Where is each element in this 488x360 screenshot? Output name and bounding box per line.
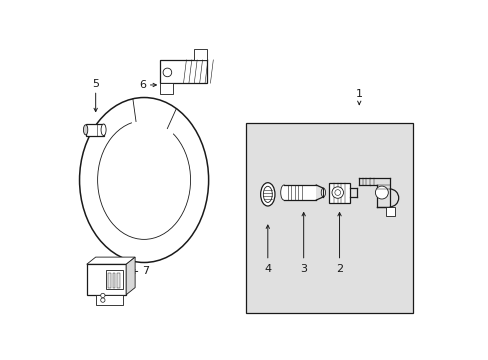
Bar <box>108 273 111 288</box>
Text: 4: 4 <box>264 264 271 274</box>
Bar <box>112 273 115 288</box>
Text: 3: 3 <box>300 264 306 274</box>
Circle shape <box>334 190 340 195</box>
Bar <box>194 49 206 60</box>
Text: 2: 2 <box>335 264 343 274</box>
Ellipse shape <box>321 188 325 197</box>
Text: 7: 7 <box>142 266 149 276</box>
Bar <box>284 185 316 200</box>
Ellipse shape <box>98 121 190 239</box>
Text: 6: 6 <box>139 80 145 90</box>
Bar <box>85 124 103 135</box>
Bar <box>86 264 126 295</box>
Ellipse shape <box>83 125 88 135</box>
Bar <box>386 207 394 216</box>
Bar <box>160 83 172 94</box>
Circle shape <box>101 293 105 298</box>
Bar <box>328 183 349 203</box>
Wedge shape <box>132 112 178 180</box>
Polygon shape <box>126 257 135 295</box>
Ellipse shape <box>101 124 106 135</box>
Circle shape <box>375 186 387 199</box>
Ellipse shape <box>80 98 208 262</box>
Ellipse shape <box>263 186 272 202</box>
Bar <box>160 60 206 83</box>
Polygon shape <box>86 257 135 264</box>
Bar <box>246 123 412 313</box>
Bar <box>117 273 120 288</box>
Ellipse shape <box>260 183 274 206</box>
Circle shape <box>101 298 105 302</box>
Wedge shape <box>136 134 167 180</box>
Bar <box>96 295 122 305</box>
Bar <box>106 270 122 289</box>
Circle shape <box>331 187 343 198</box>
Text: 1: 1 <box>355 89 362 99</box>
Text: 5: 5 <box>92 78 99 89</box>
Circle shape <box>163 68 171 77</box>
Ellipse shape <box>280 185 286 200</box>
